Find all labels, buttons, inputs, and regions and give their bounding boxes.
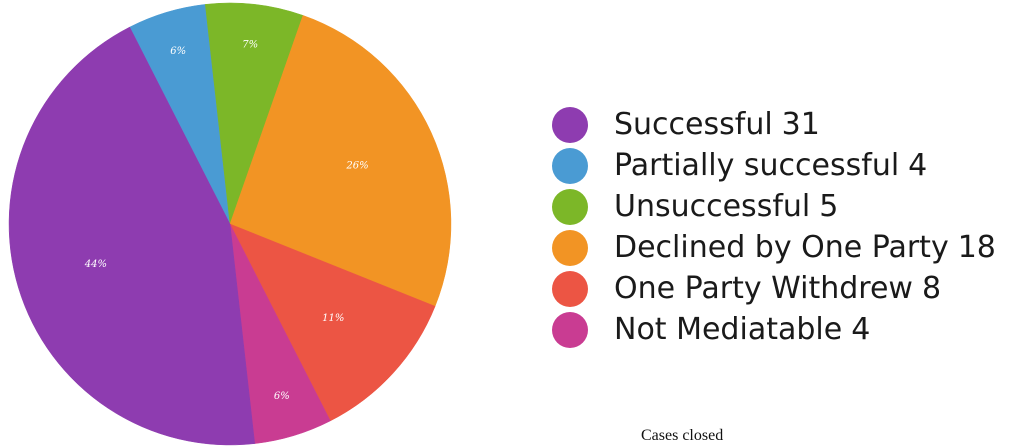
- pie-chart: 6% 7% 26% 11% 6% 44%: [8, 2, 452, 446]
- legend-count: 5: [819, 188, 839, 224]
- legend-item-unsuccessful: Unsuccessful 5: [552, 186, 996, 227]
- legend-swatch-successful: [552, 106, 588, 143]
- legend-label: Declined by One Party 18: [614, 229, 996, 265]
- legend-count: 8: [921, 270, 942, 306]
- legend-label: Successful 31: [614, 106, 820, 142]
- legend-series-name: Not Mediatable: [614, 311, 843, 347]
- legend-label: Partially successful 4: [614, 147, 928, 183]
- chart-caption: Cases closed: [641, 427, 724, 444]
- legend-count: 4: [908, 147, 928, 183]
- legend: Successful 31 Partially successful 4 Unsucce…: [552, 104, 996, 350]
- slice-label-successful: 44%: [84, 259, 107, 270]
- legend-label: One Party Withdrew 8: [614, 270, 942, 306]
- legend-swatch-declined-by-one-party: [552, 229, 588, 266]
- legend-item-partially-successful: Partially successful 4: [552, 145, 996, 186]
- legend-item-declined-by-one-party: Declined by One Party 18: [552, 227, 996, 268]
- slice-label-not-mediatable: 6%: [274, 391, 290, 402]
- legend-count: 31: [781, 106, 820, 142]
- legend-label: Unsuccessful 5: [614, 188, 839, 224]
- legend-swatch-partially-successful: [552, 147, 588, 184]
- legend-swatch-unsuccessful: [552, 188, 588, 225]
- slice-label-declined-by-one-party: 26%: [345, 161, 368, 172]
- slice-label-unsuccessful: 7%: [242, 40, 258, 51]
- legend-item-successful: Successful 31: [552, 104, 996, 145]
- legend-item-one-party-withdrew: One Party Withdrew 8: [552, 268, 996, 309]
- legend-series-name: Unsuccessful: [614, 188, 811, 224]
- legend-series-name: Successful: [614, 106, 773, 142]
- legend-count: 18: [957, 229, 996, 265]
- legend-swatch-one-party-withdrew: [552, 270, 588, 307]
- legend-count: 4: [851, 311, 871, 347]
- pie-slice-unsuccessful: [204, 2, 304, 225]
- legend-item-not-mediatable: Not Mediatable 4: [552, 309, 996, 350]
- slice-label-one-party-withdrew: 11%: [322, 313, 344, 324]
- pie-slice-successful: [8, 26, 256, 446]
- legend-label: Not Mediatable 4: [614, 311, 871, 347]
- legend-swatch-not-mediatable: [552, 311, 588, 348]
- pie-slice-one-party-withdrew: [229, 223, 436, 422]
- pie-slice-declined-by-one-party: [229, 15, 452, 307]
- legend-series-name: One Party Withdrew: [614, 270, 913, 306]
- slice-label-partially-successful: 6%: [170, 46, 186, 57]
- legend-series-name: Partially successful: [614, 147, 900, 183]
- legend-series-name: Declined by One Party: [614, 229, 949, 265]
